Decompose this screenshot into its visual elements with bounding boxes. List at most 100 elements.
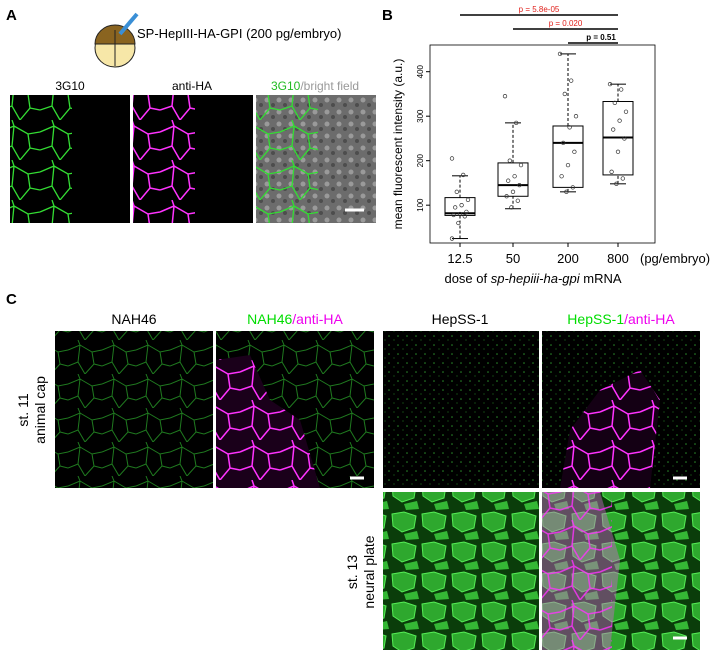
title-part: anti-HA [172, 79, 212, 93]
data-point [612, 100, 617, 105]
data-point [456, 220, 461, 226]
column-title: HepSS-1/anti-HA [567, 311, 675, 327]
data-point [457, 211, 463, 217]
micrograph [133, 95, 253, 223]
data-point [462, 214, 467, 219]
y-tick-label: 300 [416, 109, 425, 123]
p-value: p = 0.020 [549, 19, 583, 28]
micrograph [256, 95, 376, 223]
data-point [614, 181, 619, 186]
data-point [617, 118, 622, 123]
row-label-line: animal cap [32, 376, 48, 444]
row-label: st. 11 animal cap [15, 376, 48, 444]
y-tick-label: 400 [416, 64, 425, 78]
data-point [573, 114, 579, 119]
data-point [453, 205, 458, 210]
box [497, 162, 529, 197]
data-point [615, 149, 621, 154]
data-point [518, 162, 524, 168]
data-point [449, 236, 455, 241]
data-point [559, 174, 564, 179]
data-point [622, 136, 627, 141]
data-point [620, 176, 625, 181]
data-point [567, 125, 572, 130]
data-point [561, 140, 566, 146]
data-point [514, 120, 519, 126]
box-plot: 100 200 300 400 mean fluorescent intensity (… [391, 5, 710, 286]
data-point [459, 203, 464, 208]
row-label-line: st. 13 [344, 555, 360, 589]
micrograph [542, 492, 700, 650]
title-part: /anti-HA [292, 311, 343, 327]
title-part: HepSS-1 [567, 311, 624, 327]
row-label-line: st. 11 [15, 393, 31, 426]
data-point [607, 82, 613, 87]
x-axis-label-part: mRNA [580, 271, 622, 286]
column-title: HepSS-1 [432, 311, 489, 327]
data-point [557, 51, 563, 57]
title-part: 3G10 [55, 79, 85, 93]
embryo-icon [94, 12, 139, 68]
data-point [517, 183, 522, 188]
column-title: NAH46/anti-HA [247, 311, 343, 327]
micrograph [55, 331, 213, 488]
title-part: HepSS-1 [432, 311, 489, 327]
image-title: anti-HA [172, 79, 212, 93]
data-point [509, 205, 514, 210]
data-point [512, 174, 517, 179]
micrograph [383, 492, 539, 650]
row-label-line: neural plate [361, 535, 377, 608]
data-point [464, 209, 469, 215]
data-point [611, 127, 616, 132]
column-title: NAH46 [111, 311, 156, 327]
p-value: p = 0.51 [586, 33, 616, 42]
x-unit: (pg/embryo) [640, 251, 710, 266]
panel-label: B [382, 7, 393, 24]
data-point [506, 178, 511, 183]
data-point [565, 162, 571, 168]
data-point [623, 109, 629, 114]
x-axis-label-part: sp-hepiii-ha-gpi [491, 271, 581, 286]
row-label: st. 13 neural plate [344, 535, 377, 608]
image-title: 3G10 [55, 79, 85, 93]
data-point [569, 78, 574, 83]
data-point [570, 185, 575, 190]
image-title: 3G10/bright field [271, 79, 359, 93]
panel-label: A [6, 7, 17, 24]
box-group: 12.5 [444, 156, 476, 266]
p-value: p = 5.8e-05 [519, 5, 560, 14]
x-axis-label-part: dose of [444, 271, 490, 286]
data-point [619, 87, 624, 92]
x-tick-label: 800 [607, 251, 629, 266]
panel-label: C [6, 291, 17, 308]
x-tick-label: 12.5 [447, 251, 472, 266]
box-group: 800 [602, 82, 634, 266]
data-point [449, 156, 455, 161]
micrograph [383, 331, 539, 488]
title-part: /bright field [300, 79, 359, 93]
box-group: 200 [552, 51, 584, 266]
data-point [502, 94, 508, 99]
micrograph [216, 331, 374, 488]
data-point [562, 91, 567, 97]
y-axis-label: mean fluorescent intensity (a.u.) [391, 59, 405, 230]
y-tick-label: 200 [416, 153, 425, 167]
data-point [572, 149, 577, 154]
data-point [465, 197, 471, 202]
data-point [507, 158, 512, 163]
data-point [510, 189, 516, 194]
box-group: 50 [497, 94, 529, 266]
data-point [564, 189, 569, 194]
x-tick-label: 50 [506, 251, 520, 266]
box [552, 125, 584, 188]
y-tick-label: 100 [416, 198, 425, 212]
data-point [515, 198, 520, 203]
x-axis-label: dose of sp-hepiii-ha-gpi mRNA [444, 271, 621, 286]
title-part: 3G10 [271, 79, 301, 93]
construct-label: SP-HepIII-HA-GPI (200 pg/embryo) [137, 26, 341, 41]
x-tick-label: 200 [557, 251, 579, 266]
data-point [461, 172, 466, 178]
data-point [451, 212, 456, 218]
data-point [609, 169, 614, 174]
